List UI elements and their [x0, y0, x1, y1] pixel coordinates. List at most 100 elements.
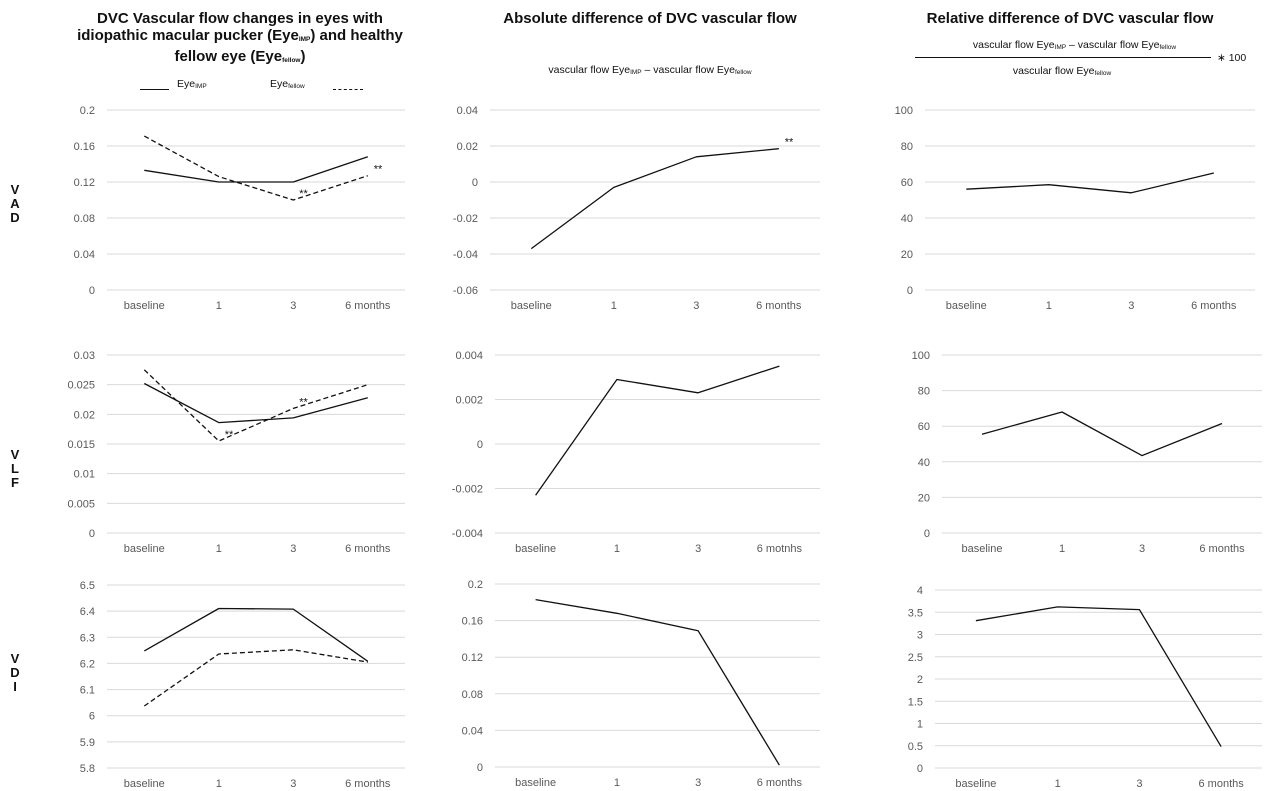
- y-tick-label: 0.5: [908, 741, 923, 753]
- series-line-fellow: [143, 369, 368, 442]
- series-line-imp: [143, 382, 368, 424]
- series-line-imp: [530, 148, 779, 250]
- y-tick-label: 6.4: [80, 606, 95, 618]
- series-line-imp: [535, 365, 780, 496]
- y-tick-label: 0: [907, 285, 913, 297]
- y-tick-label: 60: [901, 177, 913, 189]
- x-tick-label: 3: [290, 543, 296, 555]
- y-tick-label: 0: [472, 177, 478, 189]
- x-tick-label: 1: [216, 300, 222, 312]
- series-line-fellow: [143, 649, 368, 707]
- x-tick-label: 3: [1128, 300, 1134, 312]
- y-tick-label: 0.04: [462, 725, 483, 737]
- y-tick-label: 0: [477, 439, 483, 451]
- y-tick-label: 5.8: [80, 763, 95, 775]
- y-tick-label: 0.02: [74, 409, 95, 421]
- x-tick-label: 1: [1055, 778, 1061, 790]
- y-tick-label: -0.004: [452, 528, 483, 540]
- x-tick-label: baseline: [515, 777, 556, 789]
- y-tick-label: 0.025: [67, 380, 95, 392]
- x-tick-label: 3: [693, 300, 699, 312]
- y-tick-label: 0.16: [462, 616, 483, 628]
- col1-title-line1: DVC Vascular flow changes in eyes with: [97, 10, 383, 27]
- series-line-imp: [143, 607, 369, 662]
- series-line-imp: [975, 606, 1222, 747]
- significance-marker: **: [299, 396, 308, 408]
- x-tick-label: baseline: [946, 300, 987, 312]
- y-tick-label: 0.08: [462, 689, 483, 701]
- col3-formula-multiplier: ∗ 100: [1217, 52, 1247, 64]
- x-tick-label: baseline: [124, 543, 165, 555]
- y-tick-label: 1: [917, 719, 923, 731]
- legend-swatch-imp: [140, 89, 169, 90]
- y-tick-label: 100: [912, 350, 930, 362]
- y-tick-label: 0.01: [74, 469, 95, 481]
- series-line-fellow: [143, 135, 369, 201]
- x-tick-label: 6 months: [345, 778, 391, 790]
- x-tick-label: 6 months: [345, 300, 391, 312]
- y-tick-label: 0.015: [67, 439, 95, 451]
- y-tick-label: -0.06: [453, 285, 478, 297]
- y-tick-label: 20: [918, 492, 930, 504]
- col1-title-line2: idiopathic macular pucker (EyeIMP) and h…: [77, 27, 403, 44]
- x-tick-label: 1: [216, 778, 222, 790]
- y-tick-label: -0.04: [453, 249, 478, 261]
- y-tick-label: 0: [89, 528, 95, 540]
- y-tick-label: 80: [918, 386, 930, 398]
- y-tick-label: 0.08: [74, 213, 95, 225]
- y-tick-label: 6.5: [80, 580, 95, 592]
- col2-title: Absolute difference of DVC vascular flow: [503, 10, 797, 27]
- y-tick-label: 0.002: [455, 395, 483, 407]
- series-line-imp: [981, 411, 1223, 457]
- x-tick-label: 1: [614, 777, 620, 789]
- col1-title-line3: fellow eye (Eyefellow): [174, 48, 306, 65]
- y-tick-label: 40: [918, 457, 930, 469]
- y-tick-label: 0: [917, 763, 923, 775]
- y-tick-label: 6.1: [80, 685, 95, 697]
- y-tick-label: 80: [901, 141, 913, 153]
- x-tick-label: 3: [290, 778, 296, 790]
- x-tick-label: baseline: [124, 300, 165, 312]
- y-tick-label: 4: [917, 585, 923, 597]
- col1-title: DVC Vascular flow changes in eyes with i…: [40, 10, 440, 69]
- y-tick-label: 0: [924, 528, 930, 540]
- y-tick-label: 0.16: [74, 141, 95, 153]
- y-tick-label: 20: [901, 249, 913, 261]
- y-tick-label: 60: [918, 421, 930, 433]
- y-tick-label: 5.9: [80, 737, 95, 749]
- significance-marker: **: [225, 429, 234, 441]
- significance-marker: **: [374, 164, 383, 176]
- significance-marker: **: [299, 188, 308, 200]
- y-tick-label: 0.2: [468, 579, 483, 591]
- y-tick-label: 6.3: [80, 632, 95, 644]
- x-tick-label: 6 months: [1191, 300, 1237, 312]
- y-tick-label: 40: [901, 213, 913, 225]
- y-tick-label: 0.04: [457, 105, 478, 117]
- y-tick-label: 0.004: [455, 350, 483, 362]
- y-tick-label: 6: [89, 711, 95, 723]
- x-tick-label: baseline: [124, 778, 165, 790]
- y-tick-label: 0.03: [74, 350, 95, 362]
- x-tick-label: 3: [1139, 543, 1145, 555]
- x-tick-label: baseline: [515, 543, 556, 555]
- x-tick-label: 1: [611, 300, 617, 312]
- col3-formula-fraction-bar: [915, 57, 1211, 58]
- x-tick-label: 6 months: [345, 543, 391, 555]
- y-tick-label: 2: [917, 674, 923, 686]
- x-tick-label: 6 months: [756, 300, 802, 312]
- col3-formula-numerator: vascular flow EyeIMP – vascular flow Eye…: [972, 39, 1177, 51]
- y-tick-label: 3.5: [908, 607, 923, 619]
- y-tick-label: 0: [89, 285, 95, 297]
- x-tick-label: 1: [1059, 543, 1065, 555]
- y-tick-label: 2.5: [908, 652, 923, 664]
- col3-title: Relative difference of DVC vascular flow: [926, 10, 1214, 27]
- y-tick-label: 0.02: [457, 141, 478, 153]
